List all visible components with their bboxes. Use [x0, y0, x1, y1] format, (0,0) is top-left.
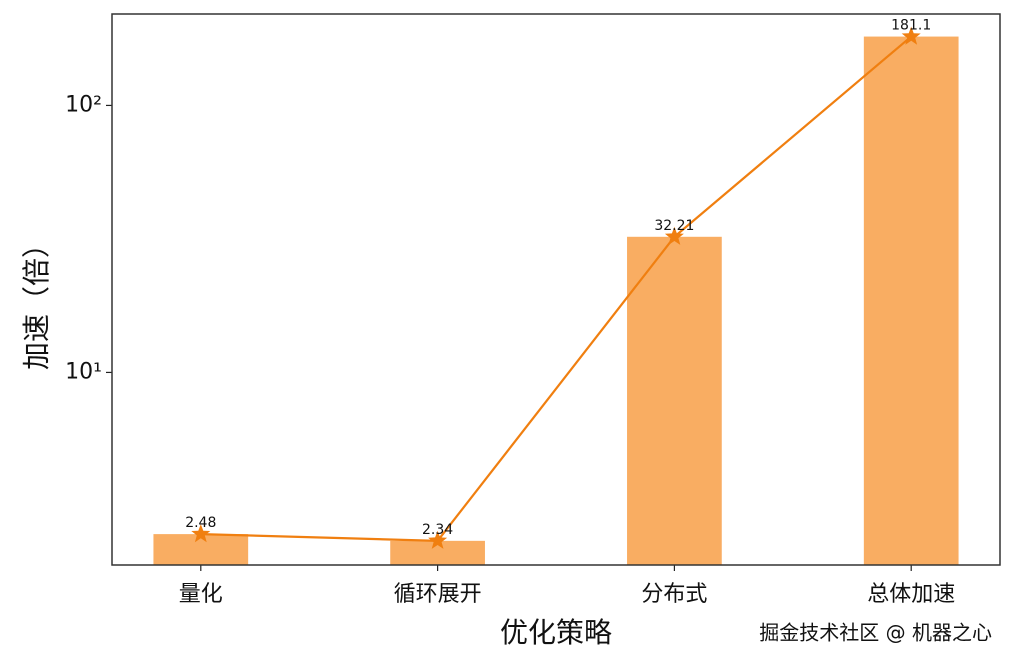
plot-frame [111, 13, 1001, 566]
value-label: 2.34 [422, 522, 453, 538]
marker [901, 26, 921, 45]
y-axis-label: 加速（倍） [20, 230, 53, 370]
x-tick-label: 总体加速 [867, 582, 955, 607]
y-tick-label: 10² [65, 92, 102, 117]
marker [191, 524, 211, 543]
x-axis-label: 优化策略 [500, 616, 612, 649]
x-tick-label: 分布式 [641, 582, 707, 607]
marker [664, 226, 684, 245]
line [200, 35, 912, 542]
bar [153, 534, 249, 565]
bar [863, 36, 959, 566]
value-label: 181.1 [891, 18, 931, 34]
bar [627, 236, 722, 566]
value-label: 2.48 [185, 515, 216, 531]
value-label: 32.21 [654, 218, 694, 234]
watermark: 掘金技术社区 @ 机器之心 [759, 621, 992, 645]
marker [428, 530, 448, 549]
x-tick-label: 循环展开 [394, 582, 482, 607]
x-tick-label: 量化 [179, 582, 223, 607]
y-tick-label: 10¹ [65, 359, 102, 384]
